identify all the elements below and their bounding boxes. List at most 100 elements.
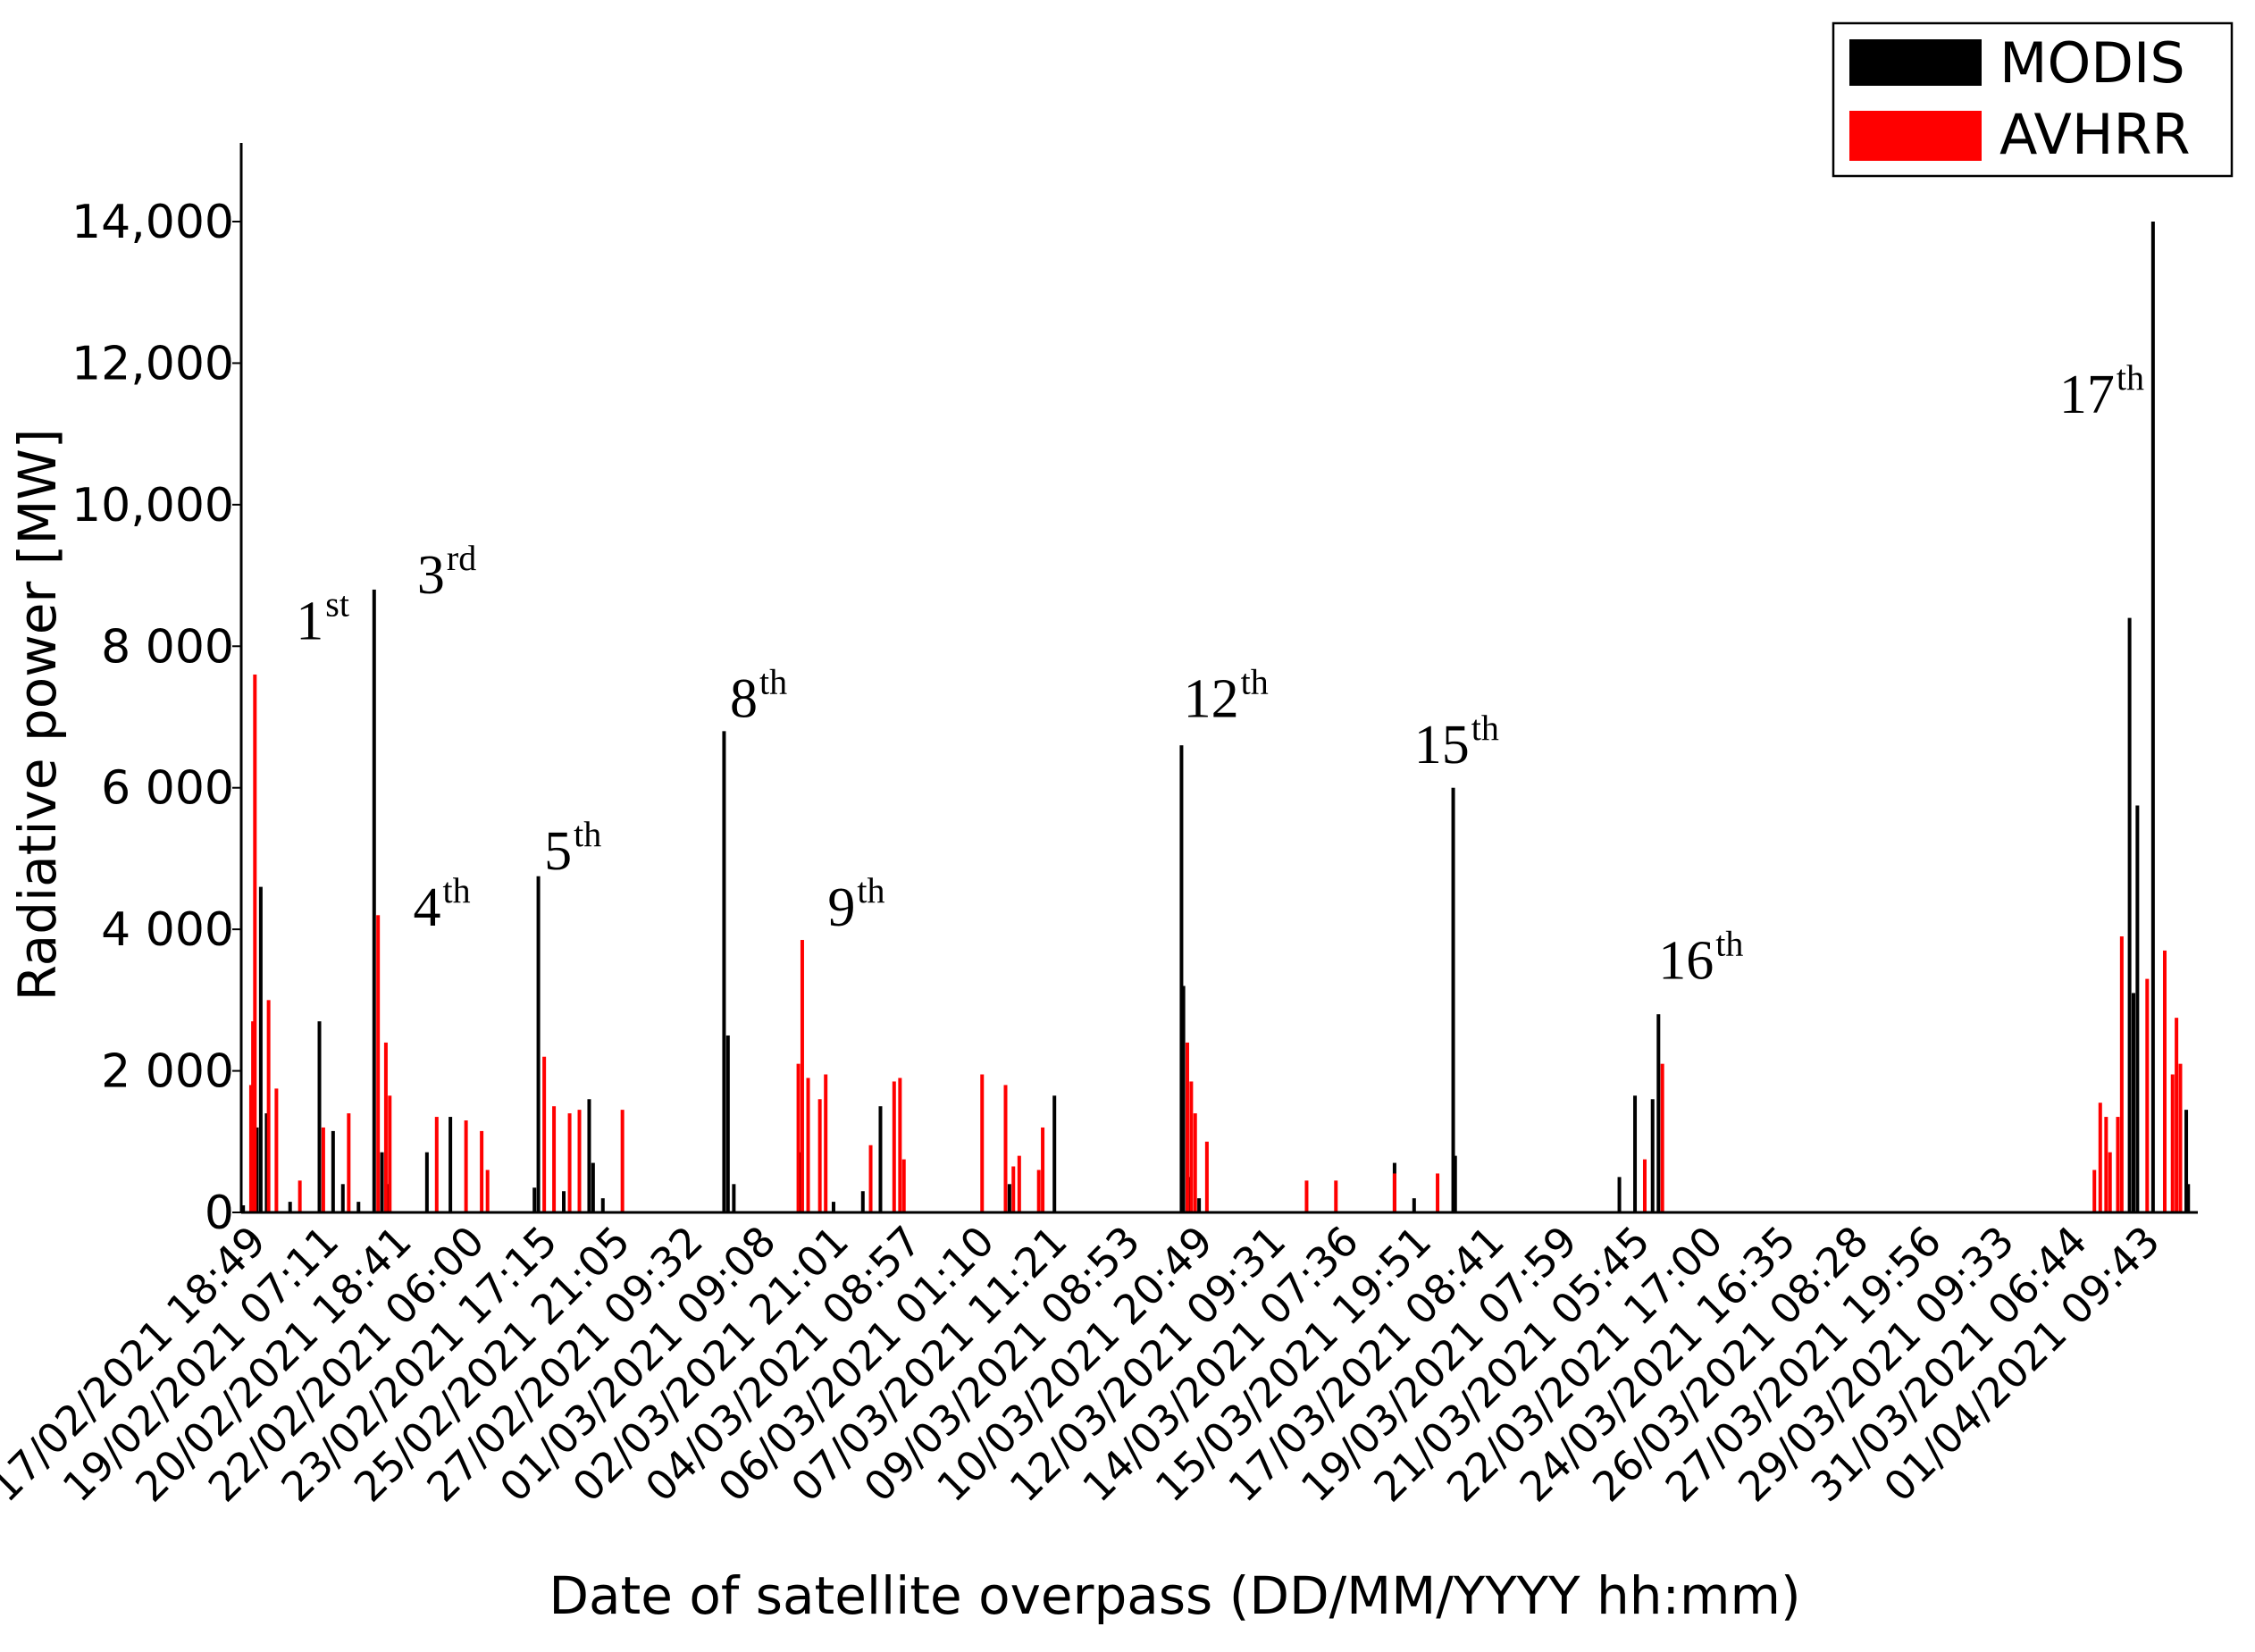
avhrr-bar [1392, 1173, 1396, 1212]
y-tick-label: 4 000 [101, 903, 234, 957]
peak-label-suffix: st [325, 583, 349, 624]
peak-label-suffix: th [857, 870, 884, 910]
avhrr-bar [1334, 1180, 1338, 1212]
modis-bar [356, 1202, 361, 1212]
modis-bar [1656, 1014, 1661, 1212]
peak-label-suffix: th [1715, 924, 1743, 964]
avhrr-bar [2108, 1152, 2112, 1212]
avhrr-bar [1189, 1081, 1194, 1212]
modis-bar [317, 1021, 322, 1212]
y-tick-label: 14,000 [71, 196, 234, 249]
modis-bar [798, 1152, 802, 1212]
peak-label-number: 1 [296, 591, 323, 651]
legend: MODIS AVHRR [1832, 21, 2234, 178]
modis-bar [2127, 617, 2132, 1212]
avhrr-bar [1011, 1166, 1016, 1212]
modis-bar [241, 1205, 246, 1212]
avhrr-bar [1436, 1173, 1440, 1212]
avhrr-bar [817, 1099, 822, 1212]
avhrr-bar [347, 1113, 351, 1212]
modis-bar [2186, 1184, 2191, 1212]
y-tick-label: 8 000 [101, 620, 234, 674]
avhrr-bar [892, 1081, 896, 1212]
avhrr-bar [800, 940, 804, 1212]
modis-bar [331, 1130, 335, 1212]
avhrr-bar [1304, 1180, 1309, 1212]
modis-bar [1179, 745, 1184, 1212]
avhrr-bar [1017, 1155, 1021, 1212]
avhrr-bar [796, 1063, 801, 1212]
avhrr-bar [542, 1056, 547, 1212]
avhrr-bar [2175, 1018, 2179, 1212]
avhrr-bar [868, 1145, 873, 1212]
peak-label-suffix: th [759, 662, 787, 702]
avhrr-bar [577, 1110, 582, 1212]
avhrr-bar [376, 915, 381, 1212]
modis-bar [1187, 1177, 1192, 1212]
avhrr-bar [480, 1130, 484, 1212]
modis-bar [1453, 1155, 1457, 1212]
modis-bar [264, 1113, 269, 1212]
avhrr-bar [298, 1180, 302, 1212]
y-tick-label: 10,000 [71, 479, 234, 532]
avhrr-bar [253, 674, 257, 1212]
modis-bar [532, 1187, 537, 1212]
modis-bar [1197, 1198, 1202, 1212]
avhrr-bar [1193, 1113, 1197, 1212]
avhrr-bar [1041, 1127, 1045, 1212]
modis-bar [380, 1152, 384, 1212]
avhrr-bar [251, 1021, 256, 1212]
y-axis-title: Radiative power [MW] [7, 429, 68, 1002]
avhrr-bar [266, 1000, 271, 1212]
modis-bar [2135, 805, 2140, 1212]
modis-bar [831, 1202, 835, 1212]
modis-bar [1633, 1095, 1638, 1212]
peak-label-number: 5 [544, 821, 572, 882]
modis-bar [1181, 985, 1186, 1212]
avhrr-bar [2162, 950, 2167, 1212]
avhrr-bar [1642, 1159, 1647, 1212]
y-tick-label: 2 000 [101, 1045, 234, 1099]
modis-bar [591, 1162, 595, 1212]
peak-label-number: 8 [730, 669, 758, 730]
avhrr-bar [388, 1095, 392, 1212]
legend-swatch-avhrr [1849, 111, 1982, 161]
modis-bar [878, 1106, 883, 1212]
modis-bar [587, 1099, 591, 1212]
y-tick-label: 0 [205, 1187, 234, 1240]
legend-swatch-modis [1849, 39, 1982, 86]
avhrr-bar [901, 1159, 906, 1212]
avhrr-bar [2178, 1063, 2183, 1212]
modis-bar [288, 1202, 292, 1212]
modis-bar [725, 1035, 730, 1212]
modis-bar [2150, 222, 2155, 1212]
modis-bar [600, 1198, 605, 1212]
y-tick-label: 6 000 [101, 762, 234, 816]
x-axis-title: Date of satellite overpass (DD/MM/YYYY h… [549, 1565, 1800, 1626]
avhrr-bar [1204, 1141, 1209, 1212]
peak-label-number: 16 [1658, 931, 1714, 992]
peak-label-suffix: th [1471, 708, 1499, 748]
modis-bar [340, 1184, 345, 1212]
modis-bar [732, 1184, 736, 1212]
avhrr-bar [1185, 1042, 1189, 1212]
modis-bar [722, 731, 726, 1212]
modis-bar [386, 1184, 390, 1212]
peak-label-suffix: th [2117, 357, 2144, 398]
avhrr-bar [2116, 1117, 2120, 1212]
modis-bar [1052, 1095, 1057, 1212]
modis-bar [860, 1191, 865, 1212]
legend-label-modis: MODIS [1999, 30, 2185, 96]
avhrr-bar [2098, 1103, 2102, 1212]
modis-bar [372, 589, 376, 1212]
avhrr-bar [980, 1074, 985, 1212]
